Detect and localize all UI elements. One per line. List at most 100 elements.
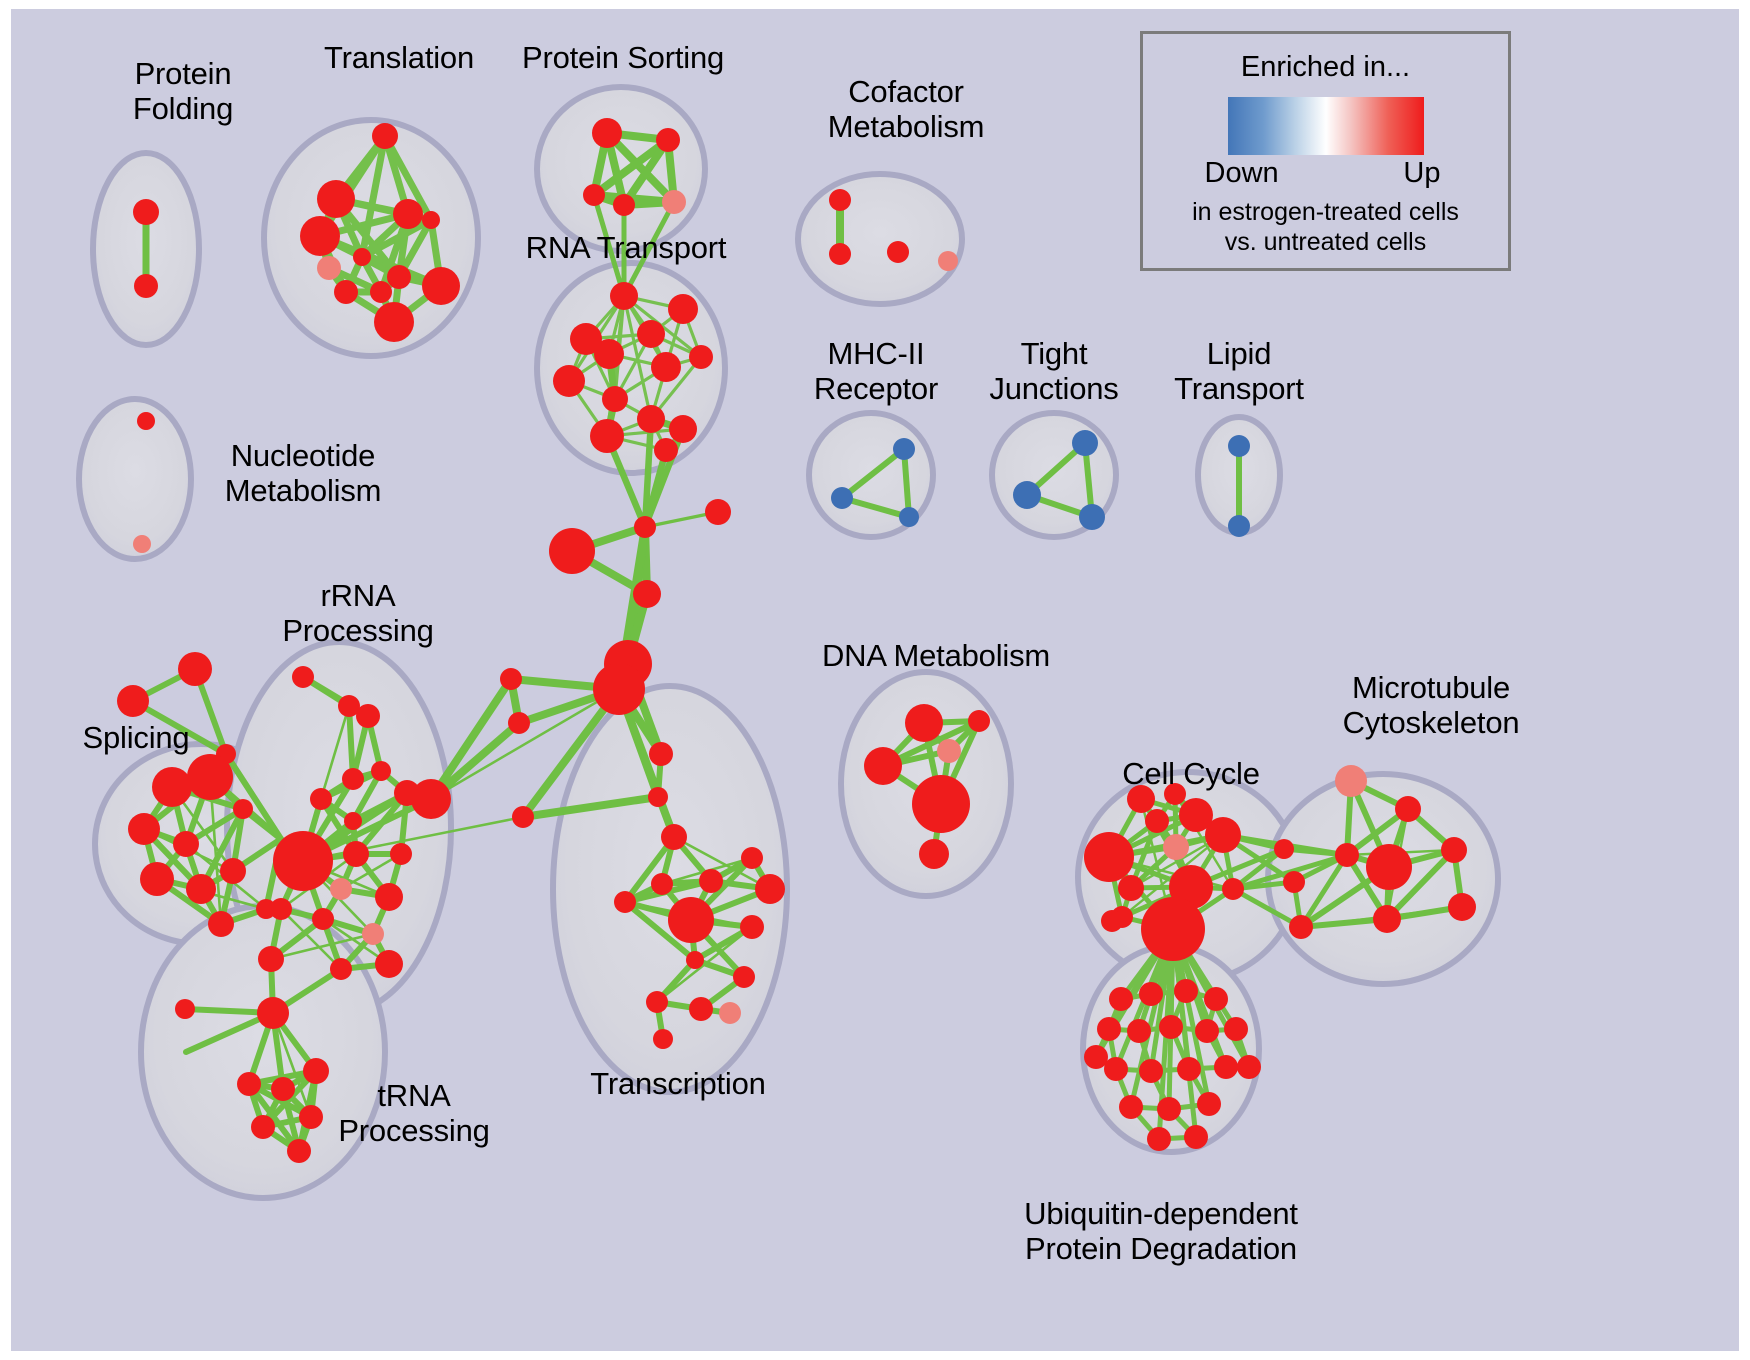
legend-panel: Enriched in... Down Up in estrogen-treat… <box>1140 31 1511 271</box>
node <box>733 966 755 988</box>
node <box>968 710 990 732</box>
node <box>1079 504 1105 530</box>
node <box>1228 435 1250 457</box>
legend-color-gradient-bar <box>1227 97 1424 155</box>
node <box>614 891 636 913</box>
hull-cofactor <box>795 171 965 307</box>
node <box>661 824 687 850</box>
node <box>829 243 851 265</box>
node <box>117 685 149 717</box>
legend-up-label: Up <box>1403 157 1441 189</box>
node <box>344 812 362 830</box>
node <box>1104 1057 1128 1081</box>
node <box>500 668 522 690</box>
node <box>662 190 686 214</box>
node <box>1197 1092 1221 1116</box>
cluster-label-transcription: Transcription <box>590 1066 766 1101</box>
node <box>317 256 341 280</box>
node <box>1159 1015 1183 1039</box>
cluster-label-protein-sorting: Protein Sorting <box>521 40 725 75</box>
node <box>390 843 412 865</box>
node <box>1395 796 1421 822</box>
legend-endpoint-labels: Down Up <box>1201 157 1451 195</box>
cluster-label-lipid-transport: Lipid Transport <box>1174 336 1304 406</box>
node <box>299 1105 323 1129</box>
node <box>134 274 158 298</box>
node <box>312 908 334 930</box>
node <box>668 897 714 943</box>
node <box>1283 871 1305 893</box>
network-canvas[interactable]: Protein Folding Translation Protein Sort… <box>11 9 1739 1351</box>
node <box>668 294 698 324</box>
node <box>256 899 276 919</box>
node <box>258 946 284 972</box>
node <box>372 123 398 149</box>
node <box>1109 987 1133 1011</box>
node <box>1224 1017 1248 1041</box>
cluster-label-cell-cycle: Cell Cycle <box>1122 756 1260 791</box>
node <box>1141 897 1205 961</box>
node <box>330 878 352 900</box>
node <box>237 1072 261 1096</box>
node <box>133 535 151 553</box>
node <box>374 302 414 342</box>
node <box>317 180 355 218</box>
cluster-label-tight-junctions: Tight Junctions <box>989 336 1119 406</box>
node <box>686 951 704 969</box>
node <box>1174 979 1198 1003</box>
cluster-label-ubiquitin: Ubiquitin-dependent Protein Degradation <box>1024 1196 1298 1266</box>
network-nodes[interactable] <box>117 118 1476 1163</box>
node <box>387 265 411 289</box>
node <box>893 438 915 460</box>
node <box>128 813 160 845</box>
node <box>1274 839 1294 859</box>
node <box>1289 915 1313 939</box>
node <box>422 211 440 229</box>
node <box>257 997 289 1029</box>
node <box>553 365 585 397</box>
node <box>831 487 853 509</box>
node <box>648 787 668 807</box>
cluster-label-rrna-processing: rRNA Processing <box>282 578 434 648</box>
node <box>1195 1019 1219 1043</box>
node <box>829 189 851 211</box>
node <box>1335 765 1367 797</box>
node <box>549 528 595 574</box>
node <box>300 216 340 256</box>
node <box>173 831 199 857</box>
cluster-label-protein-folding: Protein Folding <box>132 56 234 126</box>
node <box>1237 1055 1261 1079</box>
node <box>649 742 673 766</box>
node <box>594 339 624 369</box>
node <box>178 652 212 686</box>
node <box>699 869 723 893</box>
legend-title: Enriched in... <box>1240 51 1411 83</box>
cluster-label-translation: Translation <box>324 40 474 75</box>
network-graph[interactable] <box>11 9 1739 1351</box>
node <box>273 831 333 891</box>
node <box>1072 430 1098 456</box>
node <box>287 1139 311 1163</box>
node <box>1441 837 1467 863</box>
node <box>646 991 668 1013</box>
node <box>592 118 622 148</box>
node <box>1127 785 1155 813</box>
node <box>251 1115 275 1139</box>
node <box>919 839 949 869</box>
node <box>755 874 785 904</box>
node <box>137 412 155 430</box>
node <box>938 251 958 271</box>
legend-caption: in estrogen-treated cells vs. untreated … <box>1192 198 1459 256</box>
node <box>653 1029 673 1049</box>
node <box>334 280 358 304</box>
node <box>140 862 174 896</box>
node <box>1118 875 1144 901</box>
node <box>937 739 961 763</box>
node <box>633 580 661 608</box>
node <box>1204 987 1228 1011</box>
node <box>152 767 192 807</box>
node <box>1084 832 1134 882</box>
node <box>1084 1045 1108 1069</box>
node <box>583 184 605 206</box>
